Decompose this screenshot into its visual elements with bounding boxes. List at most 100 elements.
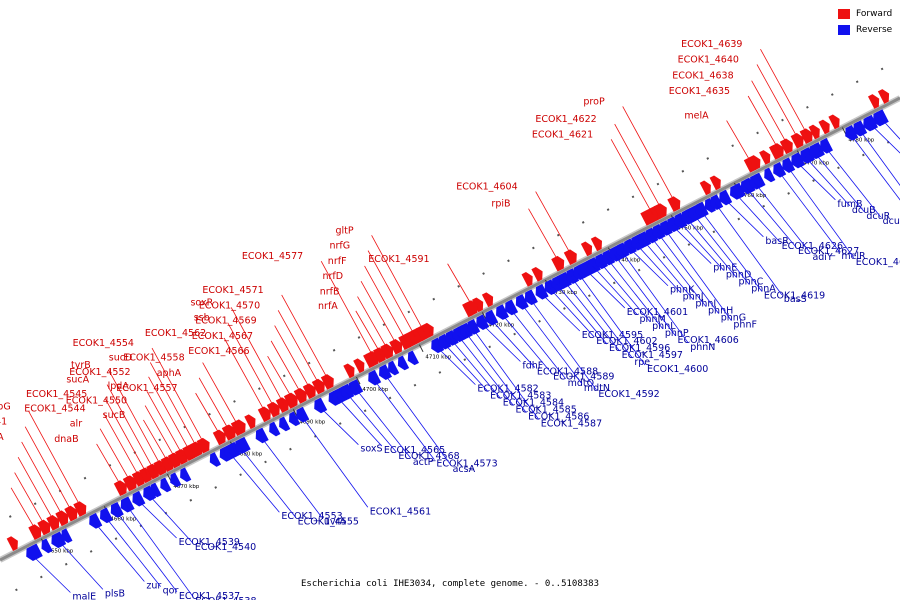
forward-gene [311, 378, 325, 395]
forward-gene-block [590, 236, 602, 252]
reverse-leader [372, 378, 435, 460]
reverse-gene-label: ECOK1_4602 [596, 336, 657, 347]
forward-gene [779, 138, 793, 155]
forward-gene [37, 519, 51, 536]
scale-label: 4670 kbp [173, 484, 199, 490]
reverse-gene-label: ECOK1_4565 [384, 445, 445, 456]
forward-gene [46, 515, 60, 531]
reverse-gene-label: dcuS [883, 216, 900, 227]
reverse-gene [535, 283, 549, 300]
reverse-gene [515, 294, 529, 310]
reverse-gene [224, 443, 238, 460]
forward-gene-block [808, 124, 820, 140]
reverse-gene-label: zur [146, 581, 161, 592]
forward-gene [551, 255, 565, 272]
reverse-gene-label: qor [163, 586, 179, 597]
legend-reverse: Reverse [838, 24, 892, 36]
reverse-gene-label: ECOK1_4595 [582, 330, 643, 341]
forward-gene-label: ECOK1_4554 [73, 338, 134, 349]
forward-gene-label: ECOK1_4622 [535, 114, 596, 125]
forward-leader [14, 472, 46, 527]
reverse-gene-label: ECOK1_4588 [537, 367, 598, 378]
reverse-gene-label: phnL [652, 321, 676, 332]
reverse-gene-label: ECOK1_4596 [609, 343, 670, 354]
forward-gene-block [828, 114, 840, 130]
reverse-leader [693, 213, 750, 285]
forward-gene [770, 143, 784, 159]
reverse-gene [865, 114, 878, 131]
forward-gene [464, 300, 478, 316]
forward-gene [799, 128, 813, 145]
forward-leader [198, 377, 231, 433]
reverse-gene-label: acsA [453, 464, 476, 475]
forward-leader [622, 106, 676, 204]
reverse-leader [489, 318, 536, 368]
reverse-gene [143, 485, 157, 501]
forward-gene-label: melA [684, 111, 709, 122]
reverse-leader [345, 392, 397, 453]
reverse-gene [551, 275, 565, 292]
forward-gene [790, 132, 804, 149]
forward-leader [610, 139, 654, 215]
reverse-gene-block [160, 477, 172, 493]
reverse-leader [664, 228, 732, 321]
scale-label: 4700 kbp [362, 387, 388, 393]
reverse-gene [616, 242, 630, 258]
forward-gene-label: soxR [190, 297, 213, 308]
reverse-gene [431, 337, 445, 354]
reverse-gene [460, 322, 473, 339]
forward-gene-label: dnaB [54, 434, 78, 445]
forward-gene-label: ECOK1_4604 [456, 182, 517, 193]
forward-leader [99, 428, 132, 483]
reverse-gene [688, 205, 702, 222]
forward-gene-block [353, 358, 365, 374]
reverse-gene [53, 531, 67, 548]
reverse-gene-label: ECOK1_4619 [764, 290, 825, 301]
forward-gene-label: aphA [157, 368, 182, 379]
reverse-leader [443, 342, 489, 392]
forward-gene-block [343, 363, 355, 379]
forward-gene-label: sucB [103, 410, 126, 421]
reverse-leader [450, 338, 502, 399]
reverse-gene-label: ECOK1_4540 [195, 542, 256, 553]
reverse-gene-label: ECOK1_4586 [528, 412, 589, 423]
legend-forward: Forward [838, 8, 892, 20]
reverse-leader [549, 287, 595, 338]
scale-label: 4690 kbp [299, 419, 325, 425]
reverse-leader [671, 224, 712, 264]
reverse-leader [318, 406, 359, 445]
reverse-leader [642, 239, 694, 300]
reverse-gene-label: rpe [634, 357, 650, 368]
reverse-gene [631, 234, 644, 251]
reverse-gene-label: phnJ [683, 292, 704, 303]
reverse-leader [147, 493, 194, 544]
reverse-leader [260, 436, 323, 518]
forward-leader [28, 411, 82, 509]
reverse-gene-label: ECOK1_4631 [856, 257, 900, 268]
reverse-gene-label: ECOK1_4553 [281, 511, 342, 522]
forward-gene-block [481, 292, 494, 308]
reverse-gene-block [269, 421, 281, 437]
scale-label: 4660 kbp [110, 516, 136, 522]
forward-leader [447, 263, 474, 308]
forward-leader [614, 123, 663, 211]
reverse-leader [795, 161, 836, 201]
reverse-gene-label: mdtN [584, 383, 610, 394]
forward-gene-label: ECOK1_4541 [0, 417, 7, 428]
reverse-gene-block [764, 167, 776, 183]
reverse-gene [573, 264, 587, 281]
forward-gene-block [818, 119, 830, 135]
reverse-leader [529, 297, 597, 391]
forward-gene-block [521, 272, 533, 287]
reverse-gene-label: actP [413, 457, 434, 468]
forward-leader [148, 376, 191, 453]
reverse-gene-label: ECOK1_4583 [490, 391, 551, 402]
guide-line-below [0, 66, 885, 523]
forward-gene-label: ECOK1_4558 [123, 353, 184, 364]
reverse-leader [30, 553, 71, 593]
reverse-gene-block [180, 467, 192, 483]
forward-gene [196, 437, 210, 454]
forward-leader [528, 208, 560, 263]
forward-swatch [838, 9, 850, 19]
